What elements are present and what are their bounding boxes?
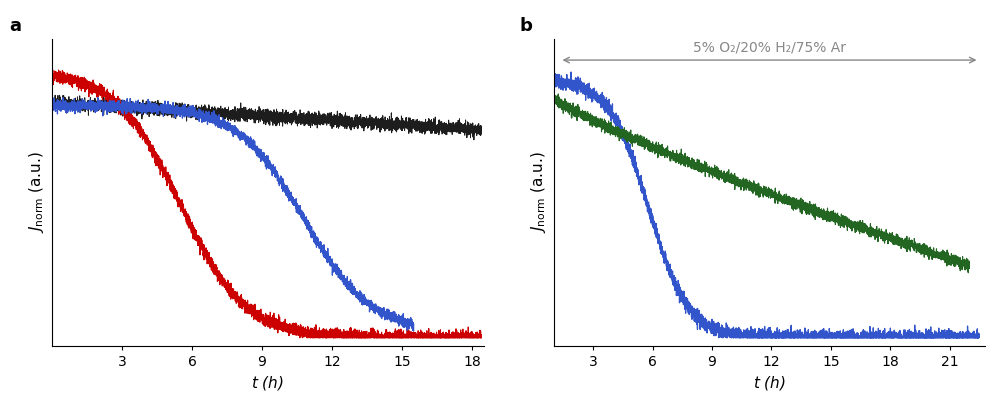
Text: 5% O₂/20% H₂/75% Ar: 5% O₂/20% H₂/75% Ar (693, 41, 846, 55)
Y-axis label: $J_\mathrm{norm}$ (a.u.): $J_\mathrm{norm}$ (a.u.) (27, 151, 46, 233)
Y-axis label: $J_\mathrm{norm}$ (a.u.): $J_\mathrm{norm}$ (a.u.) (529, 151, 548, 233)
Text: b: b (519, 17, 532, 35)
Text: a: a (9, 17, 21, 35)
X-axis label: $t$ (h): $t$ (h) (252, 374, 285, 392)
X-axis label: $t$ (h): $t$ (h) (754, 374, 786, 392)
